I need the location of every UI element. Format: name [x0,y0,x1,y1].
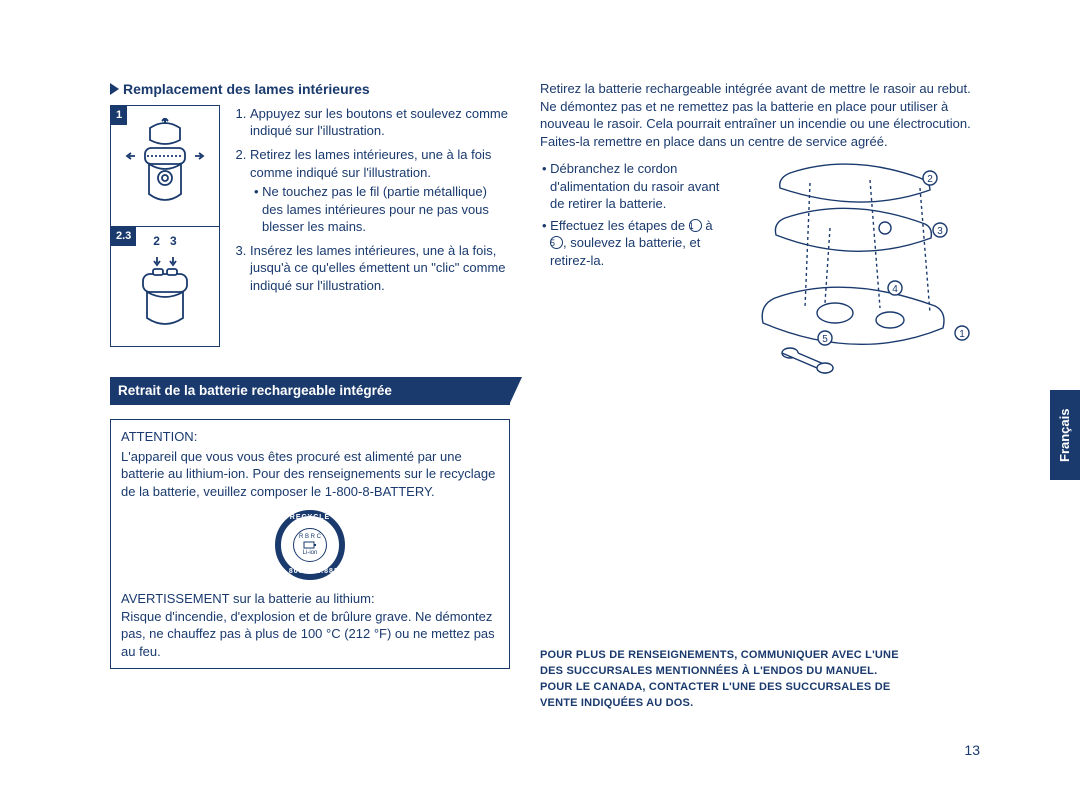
blade-diagram-2: 2.3 2 3 [111,226,219,346]
contact-info: POUR PLUS DE RENSEIGNEMENTS, COMMUNIQUER… [540,648,980,712]
diagram-label-1: 1 [111,106,127,125]
contact-line-2: DES SUCCURSALES MENTIONNÉES À L'ENDOS DU… [540,664,980,680]
blades-block: 1 [110,105,510,347]
left-column: Remplacement des lames intérieures 1 [110,80,510,760]
blade-diagram-1: 1 [111,106,219,226]
manual-page: Remplacement des lames intérieures 1 [110,80,980,760]
attention-box: ATTENTION: L'appareil que vous vous êtes… [110,419,510,669]
triangle-bullet-icon [110,83,119,95]
attention-label: ATTENTION: [121,428,499,446]
blades-heading-text: Remplacement des lames intérieures [123,81,370,97]
warning-body: Risque d'incendie, d'explosion et de brû… [121,608,499,661]
shaver-head-lift-icon [125,118,205,213]
exploded-diagram-wrap: 1 2 3 4 5 [730,158,980,388]
contact-line-1: POUR PLUS DE RENSEIGNEMENTS, COMMUNIQUER… [540,648,980,664]
svg-text:5: 5 [822,334,828,345]
battery-bullets: Débranchez le cordon d'alimentation du r… [540,158,720,388]
blade-step-2: Retirez les lames intérieures, une à la … [250,146,510,236]
blades-heading: Remplacement des lames intérieures [110,80,510,99]
battery-heading: Retrait de la batterie rechargeable inté… [110,377,510,405]
bullets-and-exploded: Débranchez le cordon d'alimentation du r… [540,158,980,388]
blade-diagrams: 1 [110,105,220,347]
recycle-logo-wrap: RECYCLE R B R C Li-ion 1.800.822.8837 [121,510,499,580]
warning-label: AVERTISSEMENT sur la batterie au lithium… [121,590,499,608]
blades-steps: Appuyez sur les boutons et soulevez comm… [232,105,510,347]
svg-text:3: 3 [937,226,943,237]
blade-step-1: Appuyez sur les boutons et soulevez comm… [250,105,510,140]
diagram-2-arrow-labels: 2 3 [111,233,219,249]
contact-line-3: POUR LE CANADA, CONTACTER L'UNE DES SUCC… [540,680,980,696]
svg-text:4: 4 [892,284,898,295]
exploded-view-icon: 1 2 3 4 5 [730,158,980,388]
blade-step-3: Insérez les lames intérieures, une à la … [250,242,510,295]
recycle-inner: R B R C Li-ion [293,528,327,562]
shaver-blade-insert-icon [125,239,205,334]
language-tab: Français [1050,390,1080,480]
battery-icon [303,540,317,550]
right-column: Retirez la batterie rechargeable intégré… [540,80,980,760]
attention-body: L'appareil que vous vous êtes procuré es… [121,448,499,501]
svg-text:1: 1 [959,329,965,340]
blade-step-note: Ne touchez pas le fil (partie métallique… [250,183,510,236]
page-number: 13 [964,741,980,760]
battery-bullet-2: Effectuez les étapes de 1 à 5, soulevez … [540,217,720,270]
recycle-icon: RECYCLE R B R C Li-ion 1.800.822.8837 [275,510,345,580]
battery-intro: Retirez la batterie rechargeable intégré… [540,80,980,150]
contact-line-4: VENTE INDIQUÉES AU DOS. [540,696,980,712]
svg-text:2: 2 [927,174,933,185]
battery-bullet-1: Débranchez le cordon d'alimentation du r… [540,160,720,213]
